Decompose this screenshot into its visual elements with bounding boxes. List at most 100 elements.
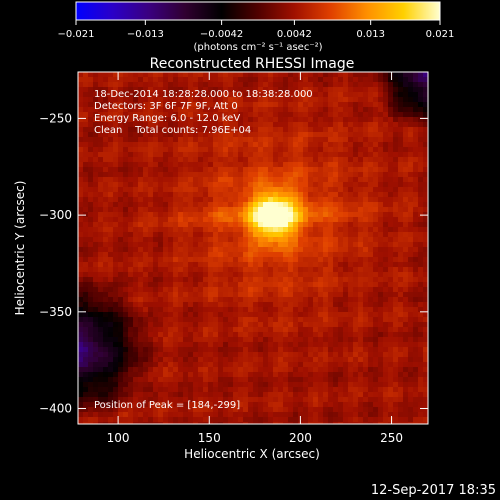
heatmap-cell <box>248 387 253 392</box>
heatmap-cell <box>378 237 383 242</box>
heatmap-cell <box>363 247 368 252</box>
heatmap-cell <box>188 242 193 247</box>
heatmap-cell <box>278 392 283 397</box>
heatmap-cell <box>88 297 93 302</box>
heatmap-cell <box>313 307 318 312</box>
heatmap-cell <box>188 157 193 162</box>
heatmap-cell <box>78 202 83 207</box>
heatmap-cell <box>288 167 293 172</box>
heatmap-cell <box>273 222 278 227</box>
heatmap-cell <box>208 162 213 167</box>
heatmap-cell <box>173 382 178 387</box>
heatmap-cell <box>398 217 403 222</box>
heatmap-cell <box>173 372 178 377</box>
heatmap-cell <box>123 267 128 272</box>
heatmap-cell <box>193 87 198 92</box>
heatmap-cell <box>408 217 413 222</box>
heatmap-cell <box>298 142 303 147</box>
heatmap-cell <box>88 422 93 424</box>
heatmap-cell <box>148 192 153 197</box>
heatmap-cell <box>388 277 393 282</box>
heatmap-cell <box>268 197 273 202</box>
heatmap-cell <box>393 262 398 267</box>
heatmap-cell <box>173 307 178 312</box>
heatmap-cell <box>333 217 338 222</box>
heatmap-cell <box>268 312 273 317</box>
heatmap-cell <box>108 422 113 424</box>
heatmap-cell <box>163 422 168 424</box>
heatmap-cell <box>328 317 333 322</box>
heatmap-cell <box>78 252 83 257</box>
heatmap-cell <box>138 417 143 422</box>
heatmap-cell <box>323 272 328 277</box>
heatmap-cell <box>278 222 283 227</box>
heatmap-cell <box>218 232 223 237</box>
heatmap-cell <box>393 332 398 337</box>
heatmap-cell <box>383 117 388 122</box>
heatmap-cell <box>268 297 273 302</box>
heatmap-cell <box>173 217 178 222</box>
heatmap-cell <box>208 397 213 402</box>
heatmap-cell <box>78 362 83 367</box>
heatmap-cell <box>288 332 293 337</box>
heatmap-cell <box>113 272 118 277</box>
heatmap-cell <box>193 227 198 232</box>
heatmap-cell <box>363 217 368 222</box>
heatmap-cell <box>223 297 228 302</box>
heatmap-cell <box>203 377 208 382</box>
heatmap-cell <box>273 417 278 422</box>
heatmap-cell <box>108 267 113 272</box>
heatmap-cell <box>138 342 143 347</box>
heatmap-cell <box>378 342 383 347</box>
heatmap-cell <box>358 422 363 424</box>
heatmap-cell <box>193 207 198 212</box>
heatmap-cell <box>358 387 363 392</box>
heatmap-cell <box>338 157 343 162</box>
heatmap-cell <box>233 287 238 292</box>
heatmap-cell <box>218 422 223 424</box>
heatmap-cell <box>413 237 418 242</box>
heatmap-cell <box>83 312 88 317</box>
heatmap-cell <box>363 377 368 382</box>
heatmap-cell <box>383 77 388 82</box>
heatmap-cell <box>83 402 88 407</box>
heatmap-cell <box>163 362 168 367</box>
heatmap-cell <box>343 107 348 112</box>
heatmap-cell <box>113 127 118 132</box>
heatmap-cell <box>238 157 243 162</box>
heatmap-cell <box>233 332 238 337</box>
heatmap-cell <box>268 302 273 307</box>
heatmap-cell <box>203 417 208 422</box>
heatmap-cell <box>283 197 288 202</box>
heatmap-cell <box>93 177 98 182</box>
heatmap-cell <box>78 102 83 107</box>
heatmap-cell <box>103 277 108 282</box>
heatmap-cell <box>128 237 133 242</box>
heatmap-cell <box>208 122 213 127</box>
heatmap-cell <box>303 247 308 252</box>
heatmap-cell <box>203 397 208 402</box>
heatmap-cell <box>418 92 423 97</box>
heatmap-cell <box>203 177 208 182</box>
heatmap-cell <box>288 292 293 297</box>
heatmap-cell <box>423 112 428 117</box>
heatmap-cell <box>143 327 148 332</box>
heatmap-cell <box>78 172 83 177</box>
heatmap-cell <box>118 337 123 342</box>
heatmap-cell <box>188 337 193 342</box>
heatmap-cell <box>378 297 383 302</box>
heatmap-cell <box>213 122 218 127</box>
heatmap-cell <box>383 272 388 277</box>
heatmap-cell <box>293 327 298 332</box>
heatmap-cell <box>128 187 133 192</box>
heatmap-cell <box>248 107 253 112</box>
heatmap-cell <box>183 117 188 122</box>
heatmap-cell <box>98 77 103 82</box>
heatmap-cell <box>328 382 333 387</box>
heatmap-cell <box>308 272 313 277</box>
heatmap-cell <box>193 287 198 292</box>
heatmap-cell <box>343 162 348 167</box>
heatmap-cell <box>83 322 88 327</box>
colorbar-tick-label: 0.021 <box>426 29 455 40</box>
heatmap-cell <box>303 112 308 117</box>
